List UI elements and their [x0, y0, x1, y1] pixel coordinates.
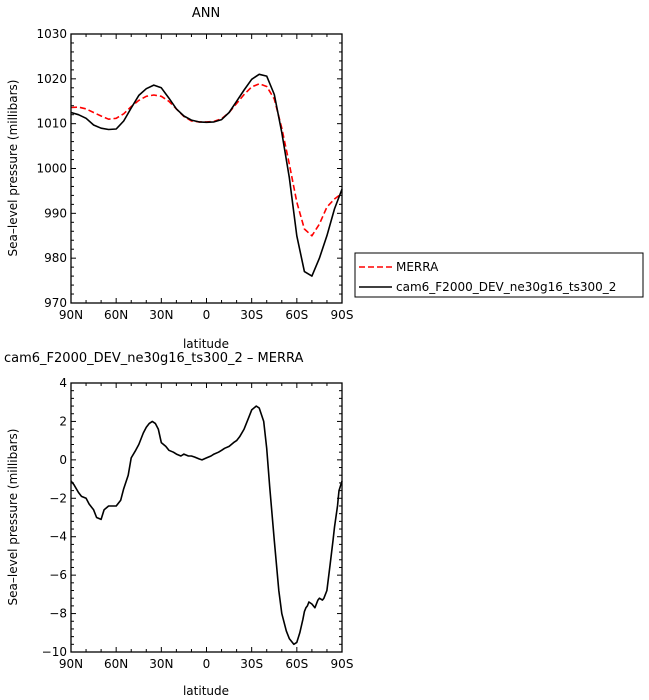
- bottom-xlabel: latitude: [183, 684, 229, 698]
- bottom-title: cam6_F2000_DEV_ne30g16_ts300_2 – MERRA: [4, 351, 303, 366]
- bottom-xtick-label: 60S: [285, 657, 308, 671]
- top-ytick-label: 1000: [36, 162, 67, 176]
- bottom-ytick-label: −4: [49, 530, 67, 544]
- top-xlabel: latitude: [183, 337, 229, 351]
- top-xtick-label: 0: [203, 308, 211, 322]
- bottom-xtick-label: 60N: [104, 657, 128, 671]
- bottom-ytick-label: 4: [59, 376, 67, 390]
- bottom-xtick-label: 0: [203, 657, 211, 671]
- bottom-ytick-label: −8: [49, 607, 67, 621]
- top-plot-frame: [70, 33, 343, 304]
- top-axis-ticks: 90N 60N 30N 0 30S 60S 90S 970 980 990 1000 1010 1020…: [36, 27, 353, 322]
- top-ylabel: Sea–level pressure (millibars): [6, 80, 20, 257]
- bottom-ytick-label: 2: [59, 414, 67, 428]
- top-xtick-label: 90S: [331, 308, 354, 322]
- top-series-line-0: [70, 83, 343, 237]
- top-xtick-label: 30N: [149, 308, 173, 322]
- legend-label-model: cam6_F2000_DEV_ne30g16_ts300_2: [396, 280, 616, 294]
- bottom-series-line-0: [70, 405, 343, 646]
- top-xtick-label: 60N: [104, 308, 128, 322]
- top-xtick-label: 30S: [240, 308, 263, 322]
- top-ytick-label: 1010: [36, 117, 67, 131]
- bottom-xtick-label: 90N: [59, 657, 83, 671]
- legend-label-merra: MERRA: [396, 260, 439, 274]
- bottom-ytick-label: −2: [49, 491, 67, 505]
- top-ytick-label: 970: [44, 296, 67, 310]
- legend: MERRA cam6_F2000_DEV_ne30g16_ts300_2: [354, 252, 644, 298]
- bottom-xtick-label: 90S: [331, 657, 354, 671]
- bottom-ytick-label: −10: [42, 645, 67, 659]
- bottom-xtick-label: 30S: [240, 657, 263, 671]
- bottom-ylabel: Sea–level pressure (millibars): [6, 429, 20, 606]
- top-ytick-label: 1030: [36, 27, 67, 41]
- top-xtick-label: 60S: [285, 308, 308, 322]
- bottom-series-group: [70, 405, 343, 646]
- bottom-ytick-label: −6: [49, 568, 67, 582]
- top-series-line-1: [70, 73, 343, 277]
- top-ytick-label: 1020: [36, 72, 67, 86]
- bottom-ytick-label: 0: [59, 453, 67, 467]
- top-ytick-label: 990: [44, 206, 67, 220]
- top-ytick-label: 980: [44, 251, 67, 265]
- bottom-plot-frame: [70, 382, 343, 653]
- bottom-xtick-label: 30N: [149, 657, 173, 671]
- top-series-group: [70, 73, 343, 277]
- top-title: ANN: [192, 6, 220, 21]
- bottom-axis-ticks: 90N 60N 30N 0 30S 60S 90S −10 −8 −6 −4 −2 0 2 4: [42, 376, 354, 671]
- top-xtick-label: 90N: [59, 308, 83, 322]
- legend-box: [354, 252, 644, 298]
